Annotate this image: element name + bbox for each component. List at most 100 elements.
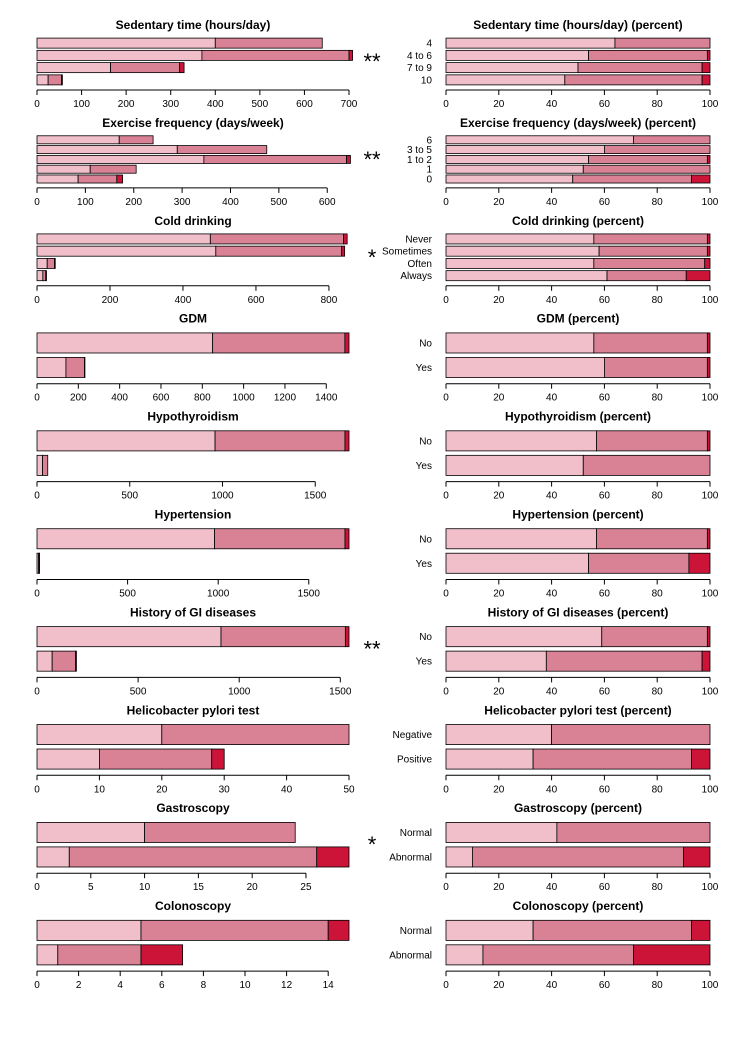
chart-panel-3: Exercise frequency (days/week) (percent)… <box>407 116 719 208</box>
x-tick-label: 0 <box>34 295 40 306</box>
chart-title: Exercise frequency (days/week) (percent) <box>460 116 696 130</box>
x-tick-label: 0 <box>34 491 40 502</box>
x-tick-label: 300 <box>162 99 179 110</box>
bar-segment <box>344 430 350 452</box>
bar-segment <box>214 528 346 550</box>
chart-panel-4: Cold drinking 0 200 400 600 800 * <box>34 214 377 306</box>
chart-panel-0: Sedentary time (hours/day) 0 100 200 300 400 5… <box>34 18 381 110</box>
bar-segment <box>596 528 708 550</box>
bar-segment <box>344 626 350 648</box>
chart-title: History of GI diseases <box>130 605 256 619</box>
x-tick-label: 10 <box>239 980 251 991</box>
x-tick-label: 100 <box>73 99 90 110</box>
bar-segment <box>343 233 348 245</box>
bar-segment <box>601 626 708 648</box>
bar-segment <box>51 650 76 672</box>
x-tick-label: 80 <box>652 491 664 502</box>
x-tick-label: 1500 <box>329 686 352 697</box>
bar-segment <box>36 626 222 648</box>
x-tick-label: 0 <box>34 882 40 893</box>
category-label: Sometimes <box>382 247 432 258</box>
x-tick-label: 0 <box>443 882 449 893</box>
bar-segment <box>633 135 711 145</box>
bar-segment <box>36 650 53 672</box>
chart-panel-5: Cold drinking (percent) Never SometimesOft… <box>382 214 719 306</box>
bar-segment <box>604 357 708 378</box>
x-tick-label: 5 <box>88 882 94 893</box>
chart-panel-9: Hypothyroidism (percent) No Yes 0 20 40 60 80 10… <box>416 410 719 502</box>
x-tick-label: 1000 <box>211 491 234 502</box>
bar-segment <box>556 822 711 843</box>
chart-panel-13: History of GI diseases (percent) No Yes 0 20… <box>416 605 719 697</box>
x-tick-label: 100 <box>702 784 719 795</box>
chart-panel-16: Gastroscopy 0 5 10 15 20 25 * <box>34 801 377 893</box>
x-tick-label: 60 <box>599 393 611 404</box>
x-tick-label: 40 <box>546 99 558 110</box>
category-label: 0 <box>426 175 432 186</box>
category-label: Positive <box>397 755 432 766</box>
x-tick-label: 600 <box>319 197 336 208</box>
category-label: No <box>419 632 432 643</box>
chart-panel-14: Helicobacter pylori test 0 10 20 30 40 50 <box>34 703 355 795</box>
chart-title: Cold drinking (percent) <box>512 214 644 228</box>
bar-segment <box>706 154 711 164</box>
bar-segment <box>582 454 711 476</box>
significance-marker: ** <box>363 147 381 172</box>
bar-segment <box>201 49 350 61</box>
x-tick-label: 2 <box>76 980 82 991</box>
category-label: 4 to 6 <box>407 51 432 62</box>
bar-segment <box>36 528 215 550</box>
bar-segment <box>598 245 708 257</box>
bar-segment <box>36 49 203 61</box>
x-tick-label: 0 <box>34 980 40 991</box>
bar-segment <box>685 270 711 282</box>
bar-segment <box>445 528 597 550</box>
category-label: 1 to 2 <box>407 155 432 166</box>
bar-segment <box>36 270 44 282</box>
bar-segment <box>445 822 558 843</box>
chart-panel-17: Gastroscopy (percent) Normal Abnormal 0 20 40… <box>389 801 719 893</box>
bar-segment <box>36 919 142 941</box>
bar-segment <box>140 944 183 966</box>
x-tick-label: 1000 <box>228 686 251 697</box>
chart-panel-18: Colonoscopy 0 2 4 6 8 10 12 14 <box>34 899 350 991</box>
x-tick-label: 1500 <box>298 589 321 600</box>
category-label: 6 <box>426 135 432 146</box>
bar-segment <box>606 270 687 282</box>
x-tick-label: 80 <box>652 980 664 991</box>
bar-segment <box>445 164 584 174</box>
bar-segment <box>582 164 711 174</box>
bar-segment <box>176 145 268 155</box>
x-tick-label: 0 <box>34 99 40 110</box>
category-label: 3 to 5 <box>407 145 432 156</box>
bar-segment <box>445 62 579 74</box>
chart-title: Colonoscopy <box>155 899 231 913</box>
chart-title: Sedentary time (hours/day) <box>116 18 271 32</box>
bar-segment <box>36 174 79 184</box>
chart-title: Exercise frequency (days/week) <box>102 116 283 130</box>
x-tick-label: 400 <box>111 393 128 404</box>
bar-segment <box>545 650 703 672</box>
bar-segment <box>36 724 163 746</box>
chart-title: Helicobacter pylori test (percent) <box>484 703 671 717</box>
bar-segment <box>688 552 711 574</box>
bar-segment <box>445 37 616 49</box>
bar-segment <box>691 174 711 184</box>
x-tick-label: 60 <box>599 980 611 991</box>
category-label: 10 <box>421 75 433 86</box>
bar-segment <box>118 135 154 145</box>
x-tick-label: 80 <box>652 295 664 306</box>
bar-segment <box>706 357 711 378</box>
bar-segment <box>54 257 56 269</box>
x-tick-label: 8 <box>201 980 207 991</box>
chart-panel-19: Colonoscopy (percent) Normal Abnormal 0 20 40… <box>389 899 719 991</box>
bar-segment <box>633 944 711 966</box>
x-tick-label: 100 <box>702 197 719 208</box>
bar-segment <box>327 919 350 941</box>
bar-segment <box>445 154 589 164</box>
x-tick-label: 20 <box>493 980 505 991</box>
x-tick-label: 40 <box>546 197 558 208</box>
bar-segment <box>36 846 70 868</box>
chart-title: GDM <box>179 312 207 326</box>
bar-segment <box>445 270 608 282</box>
